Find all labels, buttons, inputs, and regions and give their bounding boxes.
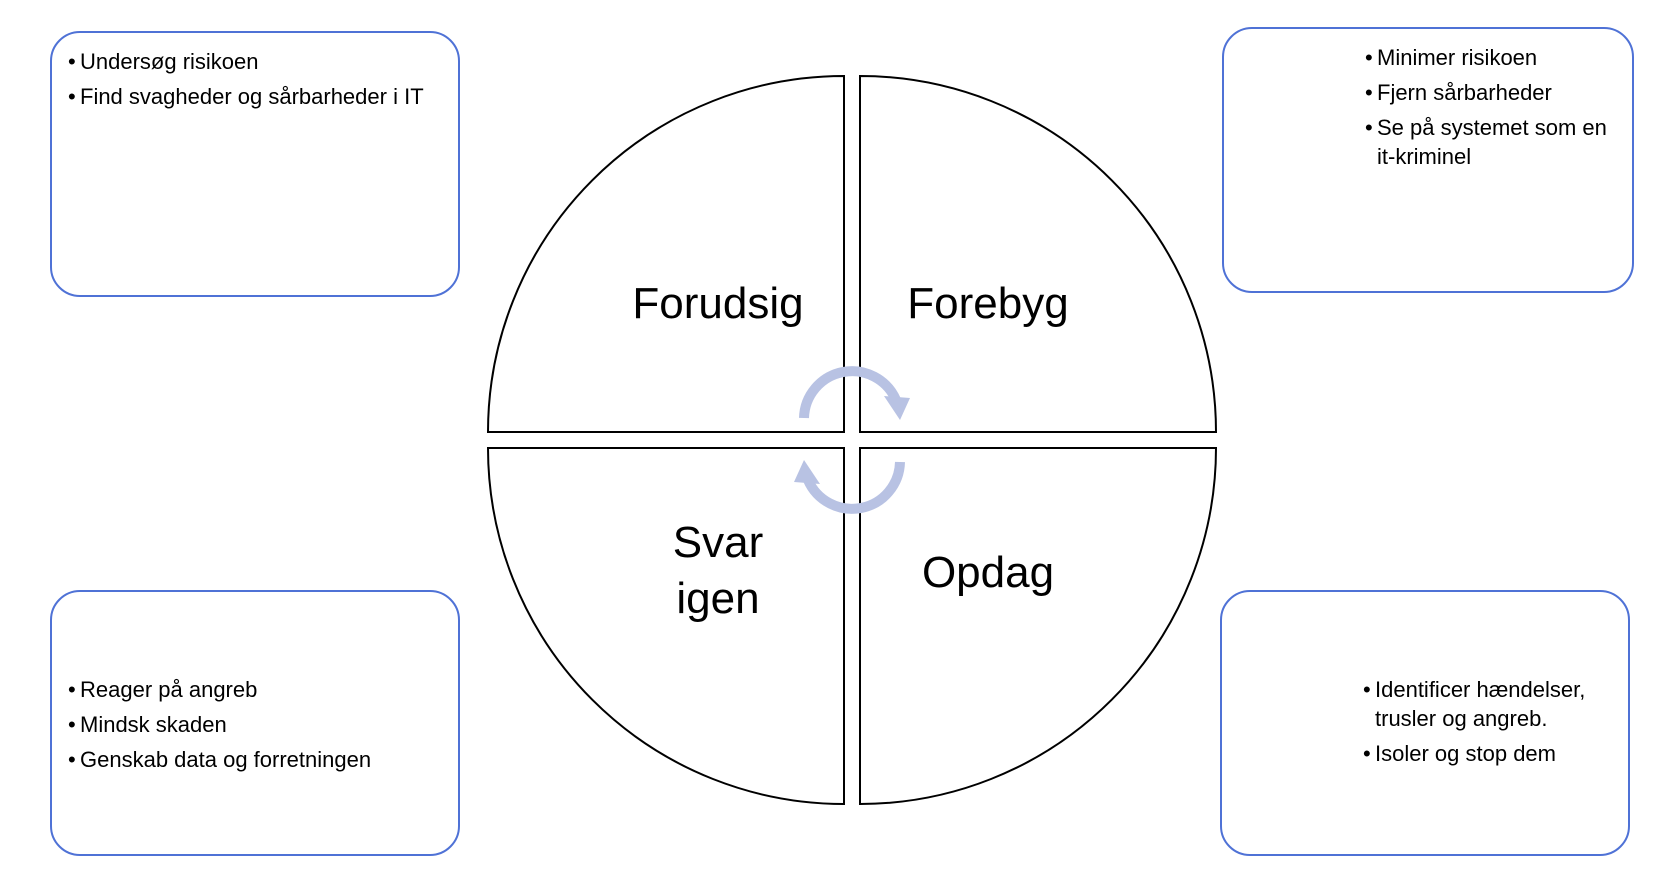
detect-bullet-list: • Identificer hændelser, trusler og angre… [1363,675,1623,774]
predict-details-box: • Undersøg risikoen • Find svagheder og så… [50,31,460,297]
respond-bullet-list: • Reager på angreb • Mindsk skaden • Genska… [68,675,438,780]
quadrant-label-detect: Opdag [922,548,1054,597]
quadrant-prevent [859,74,1218,433]
list-item: • Undersøg risikoen [68,49,259,74]
quadrant-label-respond-line2: igen [676,574,759,623]
detect-details-box: • Identificer hændelser, trusler og angre… [1220,590,1630,856]
list-item: • Identificer hændelser, trusler og angre… [1363,677,1586,731]
respond-details-box: • Reager på angreb • Mindsk skaden • Genska… [50,590,460,856]
cycle-arrows-icon [794,366,910,514]
predict-bullet-list: • Undersøg risikoen • Find svagheder og så… [68,47,438,117]
list-item: • Se på systemet som en it-kriminel [1365,115,1607,169]
list-item: • Isoler og stop dem [1363,741,1556,766]
quadrant-detect [859,447,1218,806]
quadrant-label-respond-line1: Svar [673,518,763,567]
quadrant-label-predict: Forudsig [632,279,803,328]
quadrant-predict [486,74,845,433]
quadrant-respond [486,447,845,806]
prevent-details-box: • Minimer risikoen • Fjern sårbarheder • Se… [1222,27,1634,293]
list-item: • Find svagheder og sårbarheder i IT [68,84,424,109]
list-item: • Minimer risikoen [1365,45,1538,70]
list-item: • Mindsk skaden [68,712,227,737]
quadrant-label-prevent: Forebyg [907,279,1068,328]
list-item: • Genskab data og forretningen [68,747,372,772]
list-item: • Reager på angreb [68,677,258,702]
prevent-bullet-list: • Minimer risikoen • Fjern sårbarheder • Se… [1365,43,1625,177]
list-item: • Fjern sårbarheder [1365,80,1552,105]
